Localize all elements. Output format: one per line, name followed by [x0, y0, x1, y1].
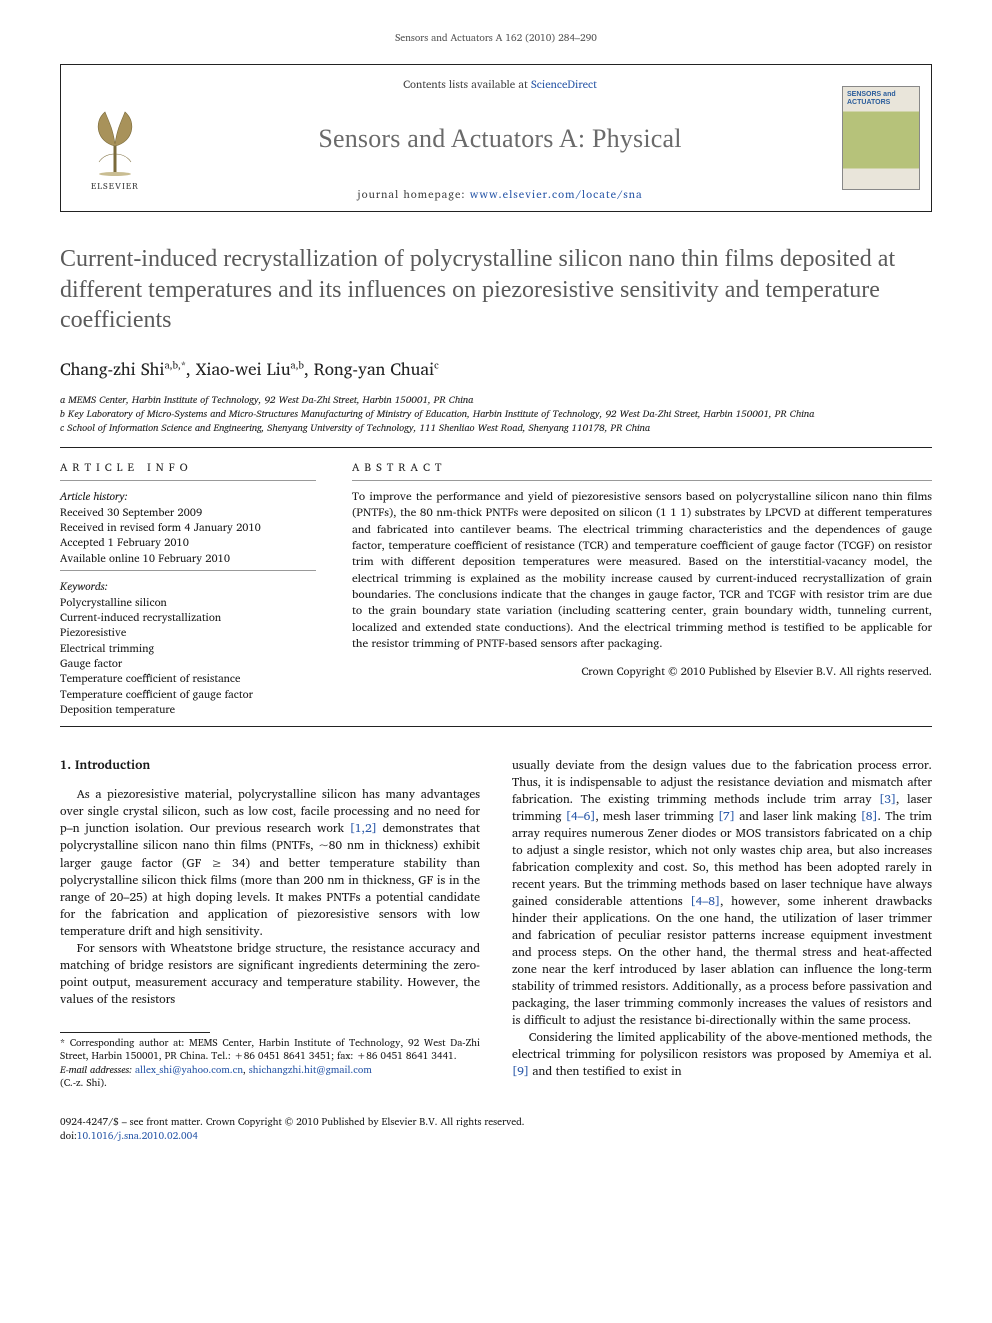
- rule-after-abs: [60, 726, 932, 727]
- sciencedirect-link[interactable]: ScienceDirect: [531, 75, 597, 93]
- affiliation-a: a MEMS Center, Harbin Institute of Techn…: [60, 393, 932, 407]
- issn-copyright-line: 0924-4247/$ – see front matter. Crown Co…: [60, 1115, 932, 1129]
- history-online: Available online 10 February 2010: [60, 551, 316, 566]
- footnote-separator: [60, 1032, 210, 1033]
- kw-7: Deposition temperature: [60, 702, 316, 717]
- abs-sep: [352, 480, 932, 481]
- journal-cover-thumb: SENSORS and ACTUATORS: [842, 86, 920, 190]
- journal-homepage-link[interactable]: www.elsevier.com/locate/sna: [470, 185, 643, 203]
- contents-available-line: Contents lists available at ScienceDirec…: [403, 75, 597, 93]
- author-3: Rong-yan Chuaic: [314, 356, 439, 383]
- info-sep-1: [60, 480, 316, 481]
- article-title: Current-induced recrystallization of pol…: [60, 244, 932, 336]
- homepage-prefix: journal homepage:: [357, 185, 469, 203]
- section-1-heading: 1. Introduction: [60, 757, 480, 775]
- intro-para-3: usually deviate from the design values d…: [512, 757, 932, 1030]
- author-1: Chang-zhi Shia,b,*: [60, 356, 186, 383]
- intro-para-4: Considering the limited applicability of…: [512, 1029, 932, 1080]
- abstract-copyright: Crown Copyright © 2010 Published by Else…: [352, 662, 932, 680]
- email-2-link[interactable]: shichangzhi.hit@gmail.com: [249, 1062, 372, 1078]
- journal-header-box: ELSEVIER Contents lists available at Sci…: [60, 64, 932, 212]
- abstract-head: abstract: [352, 458, 932, 476]
- affiliations: a MEMS Center, Harbin Institute of Techn…: [60, 393, 932, 435]
- running-header: Sensors and Actuators A 162 (2010) 284–2…: [60, 30, 932, 46]
- corresponding-author-note: * Corresponding author at: MEMS Center, …: [60, 1037, 480, 1064]
- affiliation-b: b Key Laboratory of Micro-Systems and Mi…: [60, 407, 932, 421]
- doi-line: doi:10.1016/j.sna.2010.02.004: [60, 1129, 932, 1143]
- abstract-text: To improve the performance and yield of …: [352, 489, 932, 652]
- info-and-abstract: article info Article history: Received 3…: [60, 458, 932, 717]
- article-info-column: article info Article history: Received 3…: [60, 458, 316, 717]
- publisher-name: ELSEVIER: [91, 178, 139, 193]
- journal-homepage-line: journal homepage: www.elsevier.com/locat…: [357, 185, 642, 203]
- footnotes-block: * Corresponding author at: MEMS Center, …: [60, 1032, 480, 1091]
- elsevier-logo: ELSEVIER: [75, 83, 155, 193]
- email-1-link[interactable]: allex_shi@yahoo.com.cn: [135, 1062, 243, 1078]
- cover-thumb-label: SENSORS and ACTUATORS: [847, 91, 915, 106]
- rule-top: [60, 447, 932, 448]
- intro-para-1: As a piezoresistive material, polycrysta…: [60, 786, 480, 939]
- authors-line: Chang-zhi Shia,b,*, Xiao-wei Liua,b, Ron…: [60, 356, 932, 383]
- cite-9[interactable]: [9]: [512, 1062, 529, 1081]
- article-body: 1. Introduction As a piezoresistive mate…: [60, 757, 932, 1091]
- email-note: E-mail addresses: allex_shi@yahoo.com.cn…: [60, 1064, 480, 1091]
- publisher-logo-cell: ELSEVIER: [61, 65, 169, 211]
- article-info-head: article info: [60, 458, 316, 476]
- email-attribution: (C.-z. Shi).: [60, 1077, 480, 1091]
- elsevier-tree-icon: [85, 104, 145, 176]
- affiliation-c: c School of Information Science and Engi…: [60, 421, 932, 435]
- contents-prefix: Contents lists available at: [403, 75, 531, 93]
- intro-para-2: For sensors with Wheatstone bridge struc…: [60, 940, 480, 1008]
- journal-name: Sensors and Actuators A: Physical: [318, 124, 681, 154]
- doi-link[interactable]: 10.1016/j.sna.2010.02.004: [77, 1128, 198, 1144]
- page: Sensors and Actuators A 162 (2010) 284–2…: [0, 0, 992, 1183]
- journal-header-center: Contents lists available at ScienceDirec…: [169, 65, 831, 211]
- article-history: Article history: Received 30 September 2…: [60, 489, 316, 566]
- abstract-column: abstract To improve the performance and …: [352, 458, 932, 717]
- author-2: Xiao-wei Liua,b: [196, 356, 304, 383]
- bottom-meta: 0924-4247/$ – see front matter. Crown Co…: [60, 1115, 932, 1143]
- keywords-block: Keywords: Polycrystalline silicon Curren…: [60, 579, 316, 718]
- journal-cover-cell: SENSORS and ACTUATORS: [831, 65, 931, 211]
- info-sep-2: [60, 570, 316, 571]
